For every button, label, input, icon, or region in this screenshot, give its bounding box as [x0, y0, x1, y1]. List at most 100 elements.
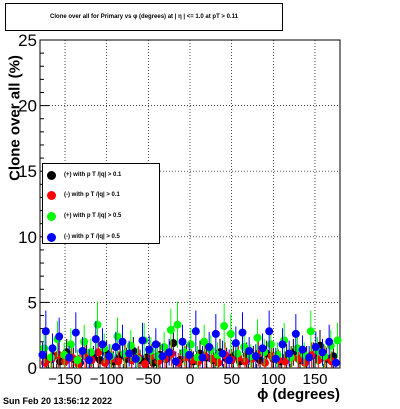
data-point — [185, 350, 194, 359]
x-tick-label: 0 — [186, 371, 194, 388]
data-point — [111, 343, 120, 352]
data-point — [271, 354, 280, 363]
x-tick-label: 150 — [302, 371, 327, 388]
data-point — [41, 327, 50, 336]
data-point — [251, 352, 260, 361]
x-tick-label: 50 — [223, 371, 240, 388]
chart-title-box: Clone over all for Primary vs φ (degrees… — [5, 3, 283, 31]
timestamp: Sun Feb 20 13:56:12 2022 — [3, 396, 113, 406]
data-point — [305, 353, 314, 362]
data-point — [126, 341, 135, 350]
data-point — [80, 337, 89, 346]
data-point — [73, 356, 82, 365]
legend: (+) with p T /|q| > 0.1 (-) with p T /|q… — [42, 163, 160, 244]
y-tick-label: 5 — [28, 293, 37, 312]
data-point — [65, 353, 74, 362]
data-point — [285, 349, 294, 358]
data-point — [205, 343, 214, 352]
x-tick-label: −100 — [90, 371, 124, 388]
data-point — [298, 345, 307, 354]
data-point — [55, 332, 64, 341]
data-point — [141, 360, 149, 369]
data-point — [158, 352, 167, 361]
data-point — [200, 337, 209, 346]
data-point — [318, 348, 327, 357]
data-point — [325, 337, 334, 346]
data-point — [225, 356, 234, 365]
data-point — [214, 358, 223, 367]
data-point — [266, 340, 275, 349]
legend-entry: (+) with p T /|q| > 0.5 — [47, 210, 121, 222]
data-point — [253, 333, 262, 342]
data-point — [231, 339, 240, 348]
data-point — [85, 356, 94, 365]
data-point — [238, 328, 247, 337]
data-point — [173, 320, 182, 329]
legend-marker — [47, 211, 56, 221]
x-tick-label: −150 — [48, 371, 82, 388]
data-point — [86, 348, 95, 357]
y-tick-label: 25 — [18, 31, 37, 50]
data-point — [38, 350, 47, 359]
data-point — [131, 354, 140, 363]
data-point — [165, 348, 174, 357]
legend-marker — [47, 170, 56, 180]
legend-marker — [47, 232, 56, 242]
data-point — [226, 329, 235, 338]
x-tick-label: 100 — [261, 371, 286, 388]
y-tick-label: 20 — [18, 97, 37, 116]
data-point — [171, 357, 180, 366]
data-point — [48, 344, 57, 353]
data-point — [98, 340, 107, 349]
data-point — [258, 344, 267, 353]
data-point — [191, 327, 200, 336]
data-point — [186, 340, 195, 349]
data-point — [71, 328, 80, 337]
legend-label: (-) with p T /|q| > 0.1 — [64, 192, 120, 198]
data-point — [333, 336, 342, 345]
data-point — [278, 340, 287, 349]
data-point — [265, 327, 274, 336]
data-point — [125, 349, 134, 358]
data-point — [178, 337, 187, 346]
legend-entry: (+) with p T /|q| > 0.1 — [47, 169, 121, 181]
data-point — [241, 357, 249, 366]
data-point — [138, 336, 147, 345]
data-point — [101, 358, 109, 367]
data-point — [105, 352, 114, 361]
chart-title: Clone over all for Primary vs φ (degrees… — [50, 14, 238, 20]
data-point — [211, 329, 220, 338]
y-tick-label: 15 — [18, 162, 37, 181]
data-point — [151, 340, 160, 349]
data-point — [166, 325, 175, 334]
data-point — [233, 349, 242, 358]
legend-entry: (-) with p T /|q| > 0.1 — [47, 189, 120, 201]
data-point — [46, 353, 55, 362]
data-point — [245, 346, 254, 355]
legend-marker — [47, 190, 56, 200]
data-point — [78, 346, 87, 355]
data-point — [306, 327, 315, 336]
y-axis-label: Clone over all (%) — [6, 55, 24, 181]
data-point — [294, 354, 303, 363]
data-point — [218, 349, 227, 358]
data-point — [331, 358, 340, 367]
legend-label: (+) with p T /|q| > 0.1 — [64, 172, 122, 178]
x-axis-label: ϕ (degrees) — [257, 386, 340, 403]
data-point — [118, 337, 127, 346]
data-point — [291, 329, 300, 338]
data-point — [198, 353, 207, 362]
legend-entry: (-) with p T /|q| > 0.5 — [47, 231, 120, 243]
y-tick-label: 0 — [28, 359, 37, 378]
data-point — [66, 340, 75, 349]
data-point — [311, 343, 320, 352]
legend-label: (-) with p T /|q| > 0.5 — [64, 234, 120, 240]
data-point — [145, 345, 154, 354]
y-tick-label: 10 — [18, 228, 37, 247]
data-point — [91, 335, 100, 344]
data-point — [93, 320, 102, 329]
legend-label: (+) with p T /|q| > 0.5 — [64, 213, 122, 219]
x-tick-label: −50 — [136, 371, 161, 388]
data-point — [54, 350, 63, 359]
data-point — [220, 322, 229, 331]
